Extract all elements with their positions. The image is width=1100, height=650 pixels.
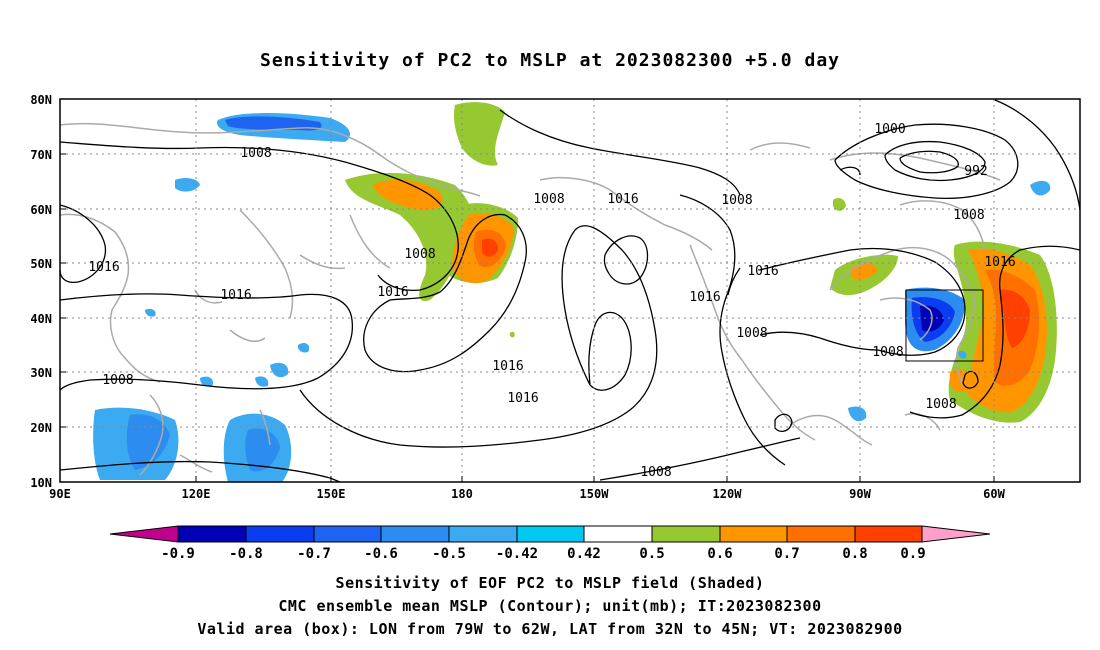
contour-label: 1016 bbox=[747, 264, 778, 279]
contour-label: 1016 bbox=[377, 285, 408, 300]
colorbar-label: -0.7 bbox=[297, 546, 331, 562]
colorbar-segment bbox=[448, 525, 518, 543]
colorbar-label: 0.9 bbox=[900, 546, 925, 562]
colorbar-label: -0.42 bbox=[496, 546, 538, 562]
lon-label: 150W bbox=[580, 487, 610, 501]
contour-label: 1008 bbox=[240, 146, 271, 161]
colorbar-label: 0.8 bbox=[842, 546, 867, 562]
contour-label: 1000 bbox=[874, 122, 905, 137]
contour-label: 1016 bbox=[220, 288, 251, 303]
mslp-contours bbox=[59, 99, 1081, 483]
colorbar-segment bbox=[313, 525, 382, 543]
contour-label: 1008 bbox=[404, 247, 435, 262]
colorbar-label: 0.5 bbox=[639, 546, 664, 562]
contour-label: 1016 bbox=[607, 192, 638, 207]
colorbar-label: -0.8 bbox=[229, 546, 263, 562]
colorbar-segment bbox=[786, 525, 856, 543]
lon-label: 120W bbox=[713, 487, 743, 501]
caption-contour: CMC ensemble mean MSLP (Contour); unit(m… bbox=[278, 597, 822, 615]
colorbar-segment bbox=[177, 525, 247, 543]
lon-label: 90W bbox=[849, 487, 871, 501]
lon-label: 150E bbox=[317, 487, 346, 501]
contour-label: 1008 bbox=[721, 193, 752, 208]
contour-label: 1008 bbox=[925, 397, 956, 412]
lat-label: 10N bbox=[30, 476, 52, 490]
lon-label: 90E bbox=[49, 487, 71, 501]
contour-label: 1008 bbox=[533, 192, 564, 207]
contour-label: 1016 bbox=[689, 290, 720, 305]
contour-label: 1016 bbox=[88, 260, 119, 275]
colorbar: -0.9 -0.8 -0.7 -0.6 -0.5 -0.42 0.42 0.5 … bbox=[109, 525, 991, 562]
contour-label: 1016 bbox=[984, 255, 1015, 270]
colorbar-segment bbox=[583, 525, 653, 543]
lon-label: 180 bbox=[451, 487, 473, 501]
colorbar-label: 0.42 bbox=[567, 546, 601, 562]
longitude-labels: 90E 120E 150E 180 150W 120W 90W 60W bbox=[49, 487, 1005, 501]
valid-area-box bbox=[905, 289, 984, 362]
contour-label: 1008 bbox=[736, 326, 767, 341]
contour-label: 992 bbox=[964, 164, 987, 179]
lat-label: 20N bbox=[30, 421, 52, 435]
colorbar-right-triangle bbox=[921, 525, 991, 543]
lat-label: 40N bbox=[30, 312, 52, 326]
grid-lines bbox=[60, 99, 1080, 482]
lon-label: 120E bbox=[182, 487, 211, 501]
lat-label: 30N bbox=[30, 366, 52, 380]
contour-label: 1008 bbox=[953, 208, 984, 223]
contour-label: 1008 bbox=[872, 345, 903, 360]
colorbar-segment bbox=[516, 525, 585, 543]
contour-label: 1008 bbox=[640, 465, 671, 480]
colorbar-label: -0.5 bbox=[432, 546, 466, 562]
tick-marks bbox=[60, 98, 995, 482]
coastlines bbox=[59, 122, 1001, 476]
colorbar-label: -0.6 bbox=[364, 546, 398, 562]
contour-label: 1016 bbox=[507, 391, 538, 406]
lat-label: 70N bbox=[30, 148, 52, 162]
colorbar-segment bbox=[380, 525, 450, 543]
contour-labels: 1008 1000 992 1008 1008 1016 1008 1016 1… bbox=[88, 122, 1015, 480]
colorbar-label: 0.7 bbox=[774, 546, 799, 562]
contour-label: 1016 bbox=[492, 359, 523, 374]
contour-label: 1008 bbox=[102, 373, 133, 388]
latitude-labels: 80N 70N 60N 50N 40N 30N 20N 10N bbox=[30, 93, 52, 490]
colorbar-label: 0.6 bbox=[707, 546, 732, 562]
colorbar-segment bbox=[854, 525, 923, 543]
lon-label: 60W bbox=[983, 487, 1005, 501]
colorbar-label: -0.9 bbox=[161, 546, 195, 562]
lat-label: 50N bbox=[30, 257, 52, 271]
caption-shaded: Sensitivity of EOF PC2 to MSLP field (Sh… bbox=[335, 574, 765, 592]
shaded-sensitivity-field bbox=[93, 102, 1057, 482]
lat-label: 80N bbox=[30, 93, 52, 107]
map-title: Sensitivity of PC2 to MSLP at 2023082300… bbox=[259, 50, 840, 71]
lat-label: 60N bbox=[30, 203, 52, 217]
colorbar-left-triangle bbox=[109, 525, 179, 543]
map-frame bbox=[59, 98, 1081, 483]
caption-valid-area: Valid area (box): LON from 79W to 62W, L… bbox=[197, 620, 903, 638]
colorbar-segment bbox=[719, 525, 788, 543]
colorbar-segment bbox=[651, 525, 721, 543]
colorbar-segment bbox=[245, 525, 315, 543]
